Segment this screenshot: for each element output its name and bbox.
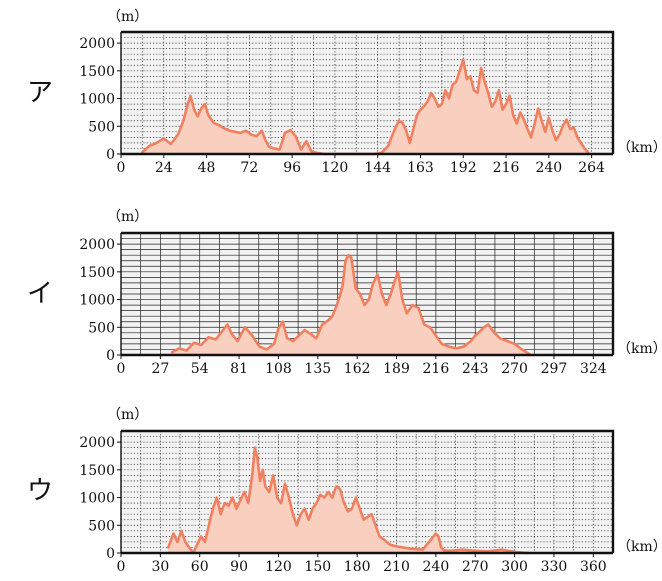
x-tick-label: 210 xyxy=(383,559,410,575)
x-tick-label: 270 xyxy=(462,559,489,575)
x-tick-label: 216 xyxy=(423,361,450,377)
x-tick-label: 27 xyxy=(151,361,169,377)
x-axis-unit-label: （km） xyxy=(617,140,662,156)
elevation-series-line xyxy=(166,446,530,555)
y-tick-label: 1000 xyxy=(79,92,115,108)
x-tick-label: 0 xyxy=(117,559,126,575)
y-tick-label: 1000 xyxy=(79,293,115,309)
y-tick-label: 500 xyxy=(88,320,115,336)
x-tick-label: 189 xyxy=(383,361,410,377)
plot-frame-top-right xyxy=(121,231,615,355)
x-tick-label: 330 xyxy=(541,559,568,575)
elevation-area-fill xyxy=(142,59,589,154)
x-tick-label: 150 xyxy=(304,559,331,575)
x-tick-label: 216 xyxy=(493,160,520,176)
x-tick-label: 81 xyxy=(230,361,248,377)
y-tick-label: 0 xyxy=(106,546,115,562)
y-tick-label: 1000 xyxy=(79,491,115,507)
x-tick-label: 163 xyxy=(407,160,434,176)
y-axis-unit-label: （m） xyxy=(107,209,148,225)
chart-panel-3: 0 500 1000 1500 2000 0 30 60 90 120 150 180 210 240 27… xyxy=(27,407,662,575)
plot-frame-top-right xyxy=(121,429,615,553)
x-tick-label: 60 xyxy=(191,559,209,575)
x-tick-label: 54 xyxy=(191,361,209,377)
y-tick-label: 1500 xyxy=(79,463,115,479)
elevation-series-line xyxy=(170,253,531,356)
elevation-series-line xyxy=(141,58,590,156)
x-tick-label: 120 xyxy=(322,160,349,176)
panel-letter-label: ア xyxy=(27,78,53,108)
panel-letter-label: ウ xyxy=(27,476,53,506)
x-tick-label: 324 xyxy=(580,361,607,377)
chart-panel-2: 0 500 1000 1500 2000 0 27 54 81 108 135 162 189 216 24… xyxy=(27,209,662,377)
x-tick-label: 120 xyxy=(265,559,292,575)
x-tick-label: 192 xyxy=(450,160,477,176)
x-tick-label: 96 xyxy=(283,160,301,176)
plot-frame-top-right xyxy=(121,30,615,154)
y-axis-unit-label: （m） xyxy=(107,407,148,423)
x-tick-label: 360 xyxy=(580,559,607,575)
x-tick-label: 243 xyxy=(462,361,489,377)
x-tick-label: 30 xyxy=(151,559,169,575)
x-tick-label: 264 xyxy=(578,160,605,176)
x-tick-label: 135 xyxy=(304,361,331,377)
x-tick-label: 180 xyxy=(344,559,371,575)
x-tick-label: 297 xyxy=(541,361,568,377)
x-tick-label: 48 xyxy=(198,160,216,176)
y-tick-label: 0 xyxy=(106,147,115,163)
x-tick-label: 72 xyxy=(240,160,258,176)
y-tick-label: 2000 xyxy=(79,36,115,52)
x-tick-label: 162 xyxy=(344,361,371,377)
y-tick-label: 1500 xyxy=(79,265,115,281)
y-axis-unit-label: （m） xyxy=(107,9,148,25)
elevation-area-fill xyxy=(172,255,530,355)
x-axis-unit-label: （km） xyxy=(617,539,662,555)
y-tick-label: 2000 xyxy=(79,435,115,451)
x-tick-label: 240 xyxy=(535,160,562,176)
chart-panel-1: 0 500 1000 1500 2000 0 24 48 72 96 120 144 163 192 216… xyxy=(27,9,662,176)
x-tick-label: 0 xyxy=(117,160,126,176)
panel-letter-label: イ xyxy=(27,279,53,309)
y-tick-label: 1500 xyxy=(79,64,115,80)
x-tick-label: 270 xyxy=(501,361,528,377)
y-tick-label: 500 xyxy=(88,518,115,534)
y-tick-label: 0 xyxy=(106,348,115,364)
x-tick-label: 90 xyxy=(230,559,248,575)
x-tick-label: 144 xyxy=(364,160,391,176)
x-tick-label: 108 xyxy=(265,361,292,377)
x-tick-label: 0 xyxy=(117,361,126,377)
x-tick-label: 300 xyxy=(501,559,528,575)
x-axis-unit-label: （km） xyxy=(617,341,662,357)
x-tick-label: 240 xyxy=(423,559,450,575)
y-tick-label: 500 xyxy=(88,119,115,135)
y-tick-label: 2000 xyxy=(79,237,115,253)
x-tick-label: 24 xyxy=(155,160,173,176)
